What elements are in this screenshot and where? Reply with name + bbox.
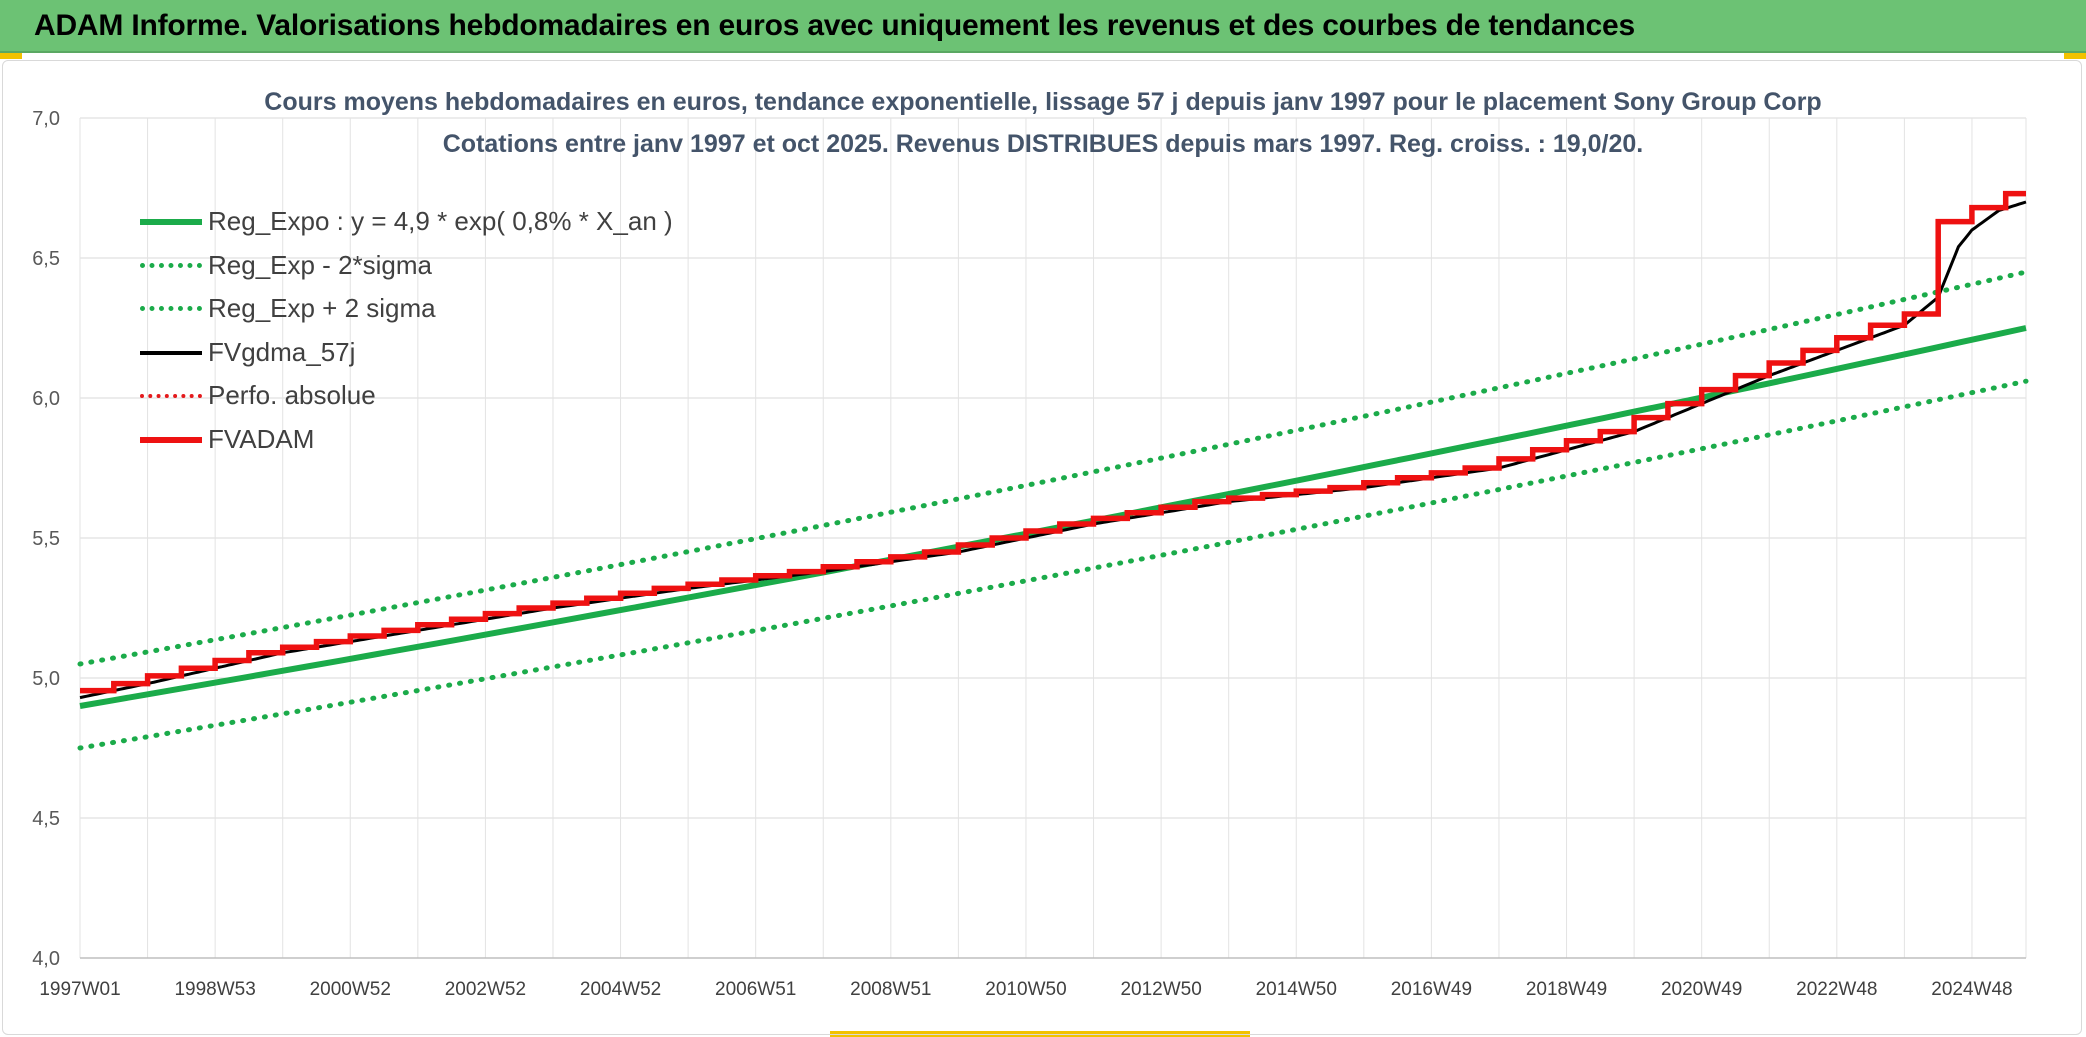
y-axis-ticks: 4,0 4,5 5,0 5,5 6,0 6,5 7,0 (32, 108, 60, 970)
y-tick-label: 4,0 (32, 948, 60, 970)
legend-label-reg-expo: Reg_Expo : y = 4,9 * exp( 0,8% * X_an ) (208, 206, 673, 236)
legend-label-reg-plus: Reg_Exp + 2 sigma (208, 293, 436, 323)
legend-swatch-fvgdma (140, 351, 202, 355)
legend-swatch-perfo (140, 394, 202, 398)
x-tick-label: 2000W52 (310, 979, 391, 1000)
grid (79, 117, 2027, 959)
chart-title: Cours moyens hebdomadaires en euros, ten… (264, 88, 1822, 116)
chart-subtitle: Cotations entre janv 1997 et oct 2025. R… (442, 130, 1644, 158)
legend-label-reg-minus: Reg_Exp - 2*sigma (208, 250, 432, 280)
x-tick-label: 2006W51 (715, 979, 796, 1000)
x-tick-label: 2024W48 (1931, 979, 2012, 1000)
legend-swatch-reg-expo (140, 219, 202, 225)
x-tick-label: 2014W50 (1256, 979, 1337, 1000)
y-tick-label: 5,0 (32, 668, 60, 690)
y-tick-label: 6,5 (32, 248, 60, 270)
legend-swatch-reg-plus (140, 306, 202, 311)
corner-mark-right (2064, 53, 2086, 59)
y-tick-label: 7,0 (32, 108, 60, 130)
series-fvadam (80, 190, 2026, 694)
legend-label-fvadam: FVADAM (208, 424, 315, 454)
legend-swatch-fvadam (140, 437, 202, 443)
y-tick-label: 4,5 (32, 808, 60, 830)
x-tick-label: 2012W50 (1120, 979, 1201, 1000)
y-tick-label: 5,5 (32, 528, 60, 550)
x-axis-ticks: 1997W01 1998W53 2000W52 2002W52 2004W52 2006W… (39, 979, 2012, 1000)
x-tick-label: 2010W50 (985, 979, 1066, 1000)
x-tick-label: 2018W49 (1526, 979, 1607, 1000)
x-tick-label: 1997W01 (39, 979, 120, 1000)
chart-frame (2, 60, 2082, 1035)
series-reg-exp-minus-2sigma (77, 378, 2029, 751)
y-tick-label: 6,0 (32, 388, 60, 410)
report-banner: ADAM Informe. Valorisations hebdomadaire… (0, 0, 2086, 53)
x-tick-label: 2022W48 (1796, 979, 1877, 1000)
x-tick-label: 2020W49 (1661, 979, 1742, 1000)
report-title: ADAM Informe. Valorisations hebdomadaire… (34, 9, 1635, 42)
x-tick-label: 2016W49 (1391, 979, 1472, 1000)
x-tick-label: 2002W52 (445, 979, 526, 1000)
legend-label-perfo: Perfo. absolue (208, 380, 376, 410)
corner-mark-left (0, 53, 22, 59)
x-tick-label: 2004W52 (580, 979, 661, 1000)
series-lines (77, 190, 2029, 751)
x-tick-label: 1998W53 (174, 979, 255, 1000)
series-reg-exp-plus-2sigma (77, 269, 2029, 667)
legend-swatch-reg-minus (140, 263, 202, 268)
x-tick-label: 2008W51 (850, 979, 931, 1000)
legend-label-fvgdma: FVgdma_57j (208, 337, 356, 367)
